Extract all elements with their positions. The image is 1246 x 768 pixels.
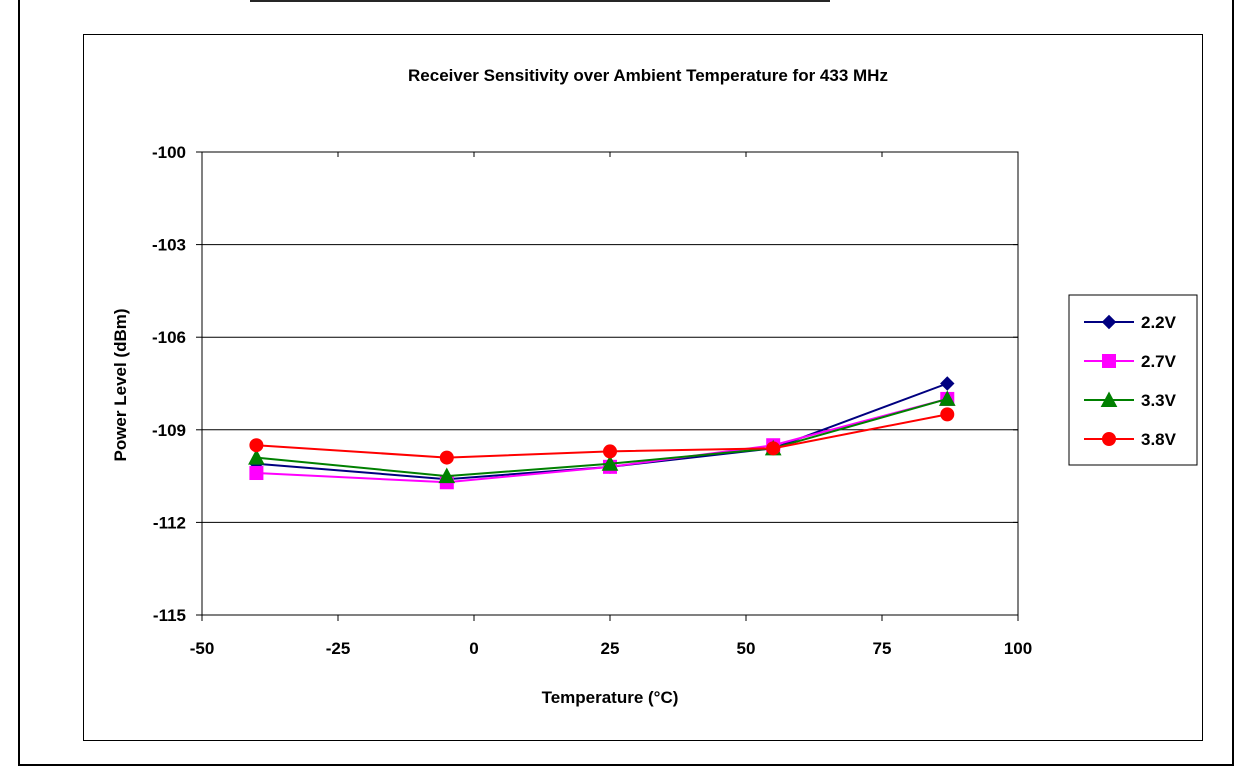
chart-title: Receiver Sensitivity over Ambient Temper… — [408, 66, 888, 85]
series-line — [256, 399, 947, 476]
x-tick-label: 25 — [601, 639, 620, 658]
line-chart: Receiver Sensitivity over Ambient Temper… — [84, 35, 1201, 739]
y-axis: -100 -103 -106 -109 -112 -115 — [152, 143, 1018, 625]
series-line — [256, 399, 947, 482]
legend-label: 2.2V — [1141, 313, 1177, 332]
x-axis-label: Temperature (°C) — [542, 688, 679, 707]
legend-marker — [1103, 433, 1116, 446]
data-point — [604, 445, 617, 458]
y-tick-label: -115 — [153, 606, 186, 625]
legend-marker — [1103, 355, 1116, 368]
y-tick-label: -109 — [152, 421, 186, 440]
x-tick-label: 0 — [469, 639, 478, 658]
x-tick-label: 50 — [737, 639, 756, 658]
gridlines — [202, 245, 1018, 523]
series-line — [256, 414, 947, 457]
data-point — [941, 377, 954, 390]
series-3.3V — [249, 391, 955, 482]
x-tick-label: 100 — [1004, 639, 1032, 658]
plot-area-border — [202, 152, 1018, 615]
y-tick-label: -103 — [152, 236, 186, 255]
x-axis: -50 -25 0 25 50 75 100 — [190, 152, 1032, 658]
series-layer — [249, 377, 955, 489]
data-point — [250, 439, 263, 452]
page-frame: Receiver Sensitivity over Ambient Temper… — [18, 0, 1234, 766]
series-2.2V — [250, 377, 954, 486]
data-point — [767, 442, 780, 455]
x-tick-label: -25 — [326, 639, 351, 658]
y-axis-label: Power Level (dBm) — [111, 308, 130, 461]
chart-area: Receiver Sensitivity over Ambient Temper… — [83, 34, 1203, 741]
y-tick-label: -112 — [153, 513, 186, 532]
y-tick-label: -100 — [152, 143, 186, 162]
y-tick-label: -106 — [152, 328, 186, 347]
x-tick-label: -50 — [190, 639, 215, 658]
data-point — [941, 408, 954, 421]
legend-label: 2.7V — [1141, 352, 1177, 371]
data-point — [250, 467, 263, 480]
legend: 2.2V 2.7V 3.3V 3.8V — [1069, 295, 1197, 465]
series-3.8V — [250, 408, 954, 464]
series-2.7V — [250, 392, 954, 488]
data-point — [440, 451, 453, 464]
cropped-caption-fragment — [20, 0, 1232, 3]
x-tick-label: 75 — [873, 639, 892, 658]
legend-label: 3.3V — [1141, 391, 1177, 410]
legend-label: 3.8V — [1141, 430, 1177, 449]
